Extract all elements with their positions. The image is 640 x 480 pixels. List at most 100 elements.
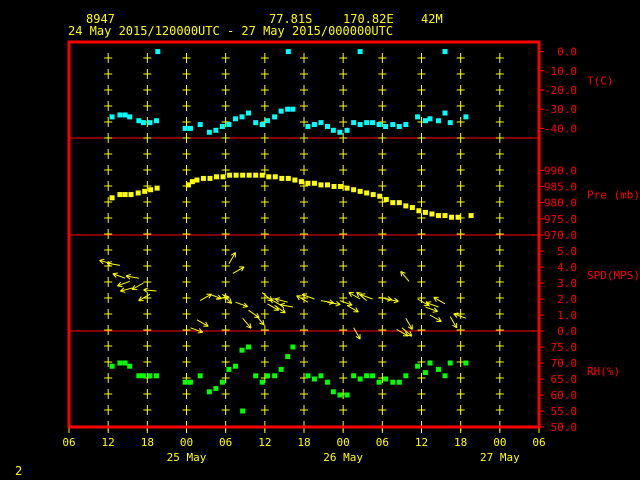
wind-arrow-head bbox=[112, 273, 117, 278]
y-tick-label: -30.0 bbox=[544, 103, 577, 116]
wind-arrow bbox=[228, 252, 236, 265]
wind-arrow-head bbox=[329, 299, 335, 304]
temperature-point bbox=[370, 120, 376, 126]
wind-arrow-shaft bbox=[274, 298, 288, 303]
y-tick-label: -10.0 bbox=[544, 65, 577, 78]
pressure-point bbox=[227, 172, 233, 178]
wind-arrow-head bbox=[138, 296, 142, 301]
pressure-point bbox=[338, 184, 344, 189]
wind-arrow-shaft bbox=[269, 298, 282, 306]
wind-arrow-shaft bbox=[267, 303, 279, 311]
pressure-point bbox=[220, 174, 226, 180]
pressure-point bbox=[344, 185, 350, 191]
series-label-wind: SPD(MPS) bbox=[587, 269, 640, 282]
humidity-point bbox=[447, 360, 453, 366]
wind-arrow-head bbox=[282, 308, 286, 314]
wind-arrow-shaft bbox=[396, 328, 409, 337]
wind-arrow bbox=[112, 272, 126, 279]
wind-arrow-head bbox=[117, 285, 123, 288]
wind-arrow-head bbox=[355, 307, 359, 313]
date-label: 26 May bbox=[323, 451, 363, 464]
wind-arrow-shaft bbox=[215, 296, 229, 300]
wind-arrow-head bbox=[143, 289, 148, 294]
wind-arrow-shaft bbox=[296, 295, 309, 303]
humidity-point bbox=[153, 373, 159, 379]
wind-arrow-head bbox=[125, 273, 131, 277]
humidity-point bbox=[344, 392, 350, 398]
humidity-point bbox=[415, 363, 421, 369]
humidity-point bbox=[219, 379, 225, 385]
humidity-point bbox=[206, 389, 212, 395]
wind-arrow-shaft bbox=[232, 266, 245, 274]
wind-arrow-head bbox=[242, 306, 248, 308]
pressure-point bbox=[449, 214, 455, 220]
humidity-point bbox=[187, 379, 193, 385]
y-tick-label: 70.0 bbox=[551, 357, 578, 370]
wind-arrow-head bbox=[433, 307, 439, 312]
wind-arrow-head bbox=[335, 303, 341, 307]
wind-arrow bbox=[232, 266, 245, 274]
wind-arrow-head bbox=[393, 300, 399, 304]
temperature-point bbox=[311, 122, 317, 128]
humidity-point bbox=[364, 373, 370, 379]
wind-arrow-head bbox=[279, 304, 285, 309]
temperature-point bbox=[278, 108, 284, 114]
pressure-point bbox=[331, 184, 337, 189]
pressure-point bbox=[403, 203, 409, 209]
humidity-point bbox=[383, 376, 389, 382]
y-tick-label: 1.0 bbox=[557, 309, 577, 322]
wind-arrow-head bbox=[241, 266, 245, 272]
wind-arrow bbox=[396, 328, 409, 337]
temperature-point bbox=[396, 123, 402, 129]
wind-arrow-head bbox=[279, 302, 285, 306]
pressure-point bbox=[259, 172, 265, 178]
humidity-point bbox=[278, 366, 284, 372]
pressure-point bbox=[390, 200, 396, 206]
series-pressure bbox=[109, 172, 474, 220]
wind-arrow bbox=[199, 293, 212, 302]
wind-arrow-shaft bbox=[401, 327, 413, 337]
pressure-point bbox=[214, 174, 220, 180]
pressure-point bbox=[246, 172, 252, 178]
y-tick-label: 5.0 bbox=[557, 245, 577, 258]
wind-arrow-shaft bbox=[348, 292, 361, 300]
temperature-point bbox=[153, 118, 159, 124]
pressure-point bbox=[194, 177, 200, 183]
wind-arrow-head bbox=[106, 261, 113, 264]
wind-arrow bbox=[235, 301, 249, 308]
temperature-point bbox=[246, 110, 252, 116]
wind-arrow bbox=[401, 327, 413, 337]
wind-arrow-head bbox=[438, 316, 442, 322]
pressure-point bbox=[409, 205, 415, 211]
wind-arrow-shaft bbox=[255, 314, 265, 326]
wind-arrow-shaft bbox=[117, 280, 130, 287]
wind-arrow-head bbox=[302, 293, 308, 296]
wind-arrow-head bbox=[229, 298, 233, 304]
wind-arrow-shaft bbox=[360, 294, 373, 300]
humidity-point bbox=[253, 373, 259, 379]
pressure-point bbox=[189, 179, 195, 185]
wind-arrow-shaft bbox=[385, 298, 399, 302]
wind-arrow bbox=[320, 299, 335, 305]
wind-arrow bbox=[255, 314, 265, 326]
pressure-point bbox=[370, 192, 376, 198]
x-tick-label: 12 bbox=[258, 436, 271, 449]
humidity-point bbox=[136, 373, 142, 379]
pressure-point bbox=[292, 177, 298, 183]
temperature-point bbox=[117, 112, 123, 118]
temperature-point bbox=[219, 123, 225, 129]
temperature-point bbox=[239, 114, 245, 120]
wind-arrow-head bbox=[426, 301, 432, 304]
wind-arrow-head bbox=[452, 324, 457, 329]
wind-arrow bbox=[269, 298, 282, 306]
x-tick-label: 12 bbox=[415, 436, 428, 449]
temperature-point bbox=[290, 106, 296, 112]
humidity-point bbox=[318, 373, 324, 379]
wind-arrow-head bbox=[355, 336, 361, 340]
humidity-point bbox=[311, 376, 317, 382]
wind-arrow-head bbox=[269, 298, 273, 304]
wind-arrow bbox=[106, 261, 121, 267]
temperature-point bbox=[197, 122, 203, 128]
station-longitude: 170.82E bbox=[343, 12, 394, 26]
wind-arrow-head bbox=[197, 331, 203, 334]
